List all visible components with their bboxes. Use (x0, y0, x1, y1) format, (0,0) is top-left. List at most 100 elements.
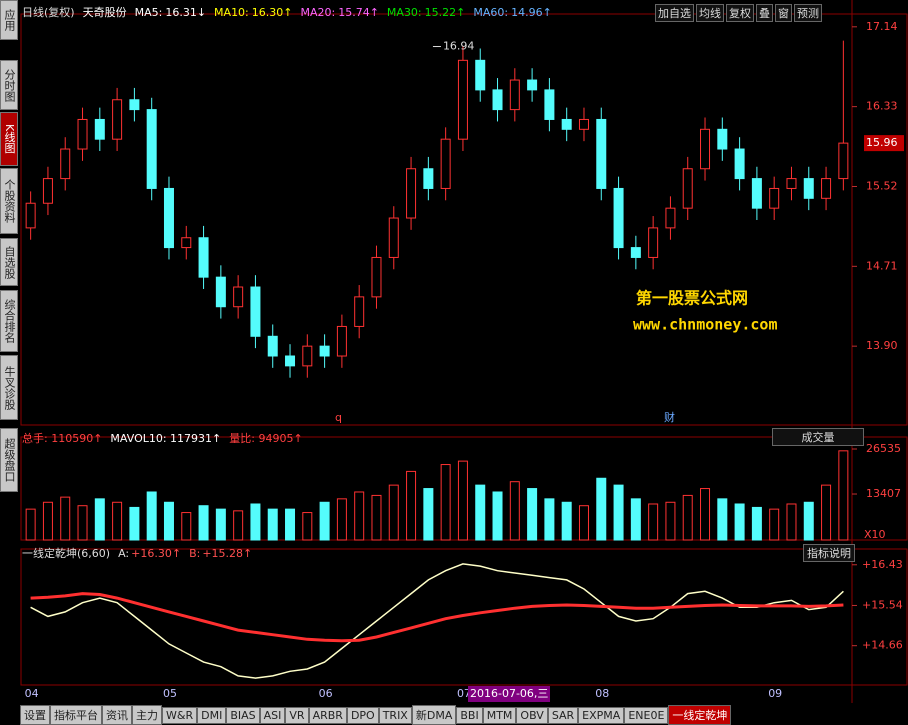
sidebar-tab[interactable]: 自选股 (0, 238, 18, 286)
ma-legend: MA5: 16.31↓ (135, 6, 206, 19)
toolbar-button[interactable]: 复权 (726, 4, 754, 22)
bottom-tab[interactable]: DPO (346, 706, 379, 724)
bottom-tab[interactable]: BIAS (226, 706, 260, 724)
volume-bar (682, 494, 693, 541)
bottom-tab[interactable]: EXPMA (578, 706, 625, 724)
volume-bar (146, 491, 157, 541)
y-tick-label: 26535 (866, 442, 901, 455)
candle-body (457, 59, 468, 140)
sidebar-tab[interactable]: 牛叉诊股 (0, 355, 18, 420)
volume-bar (751, 506, 762, 541)
candle-body (146, 109, 157, 189)
bottom-tab[interactable]: 新DMA (411, 705, 457, 725)
event-marker: q (335, 411, 342, 424)
y-tick-label: +16.43 (862, 558, 903, 571)
volume-bar (302, 512, 313, 541)
x-tick-label: 09 (768, 687, 782, 700)
volume-bar (60, 496, 71, 541)
candle-body (60, 148, 71, 180)
ma-label: MA30: (386, 5, 422, 19)
ma-value: 16.31↓ (165, 5, 207, 19)
event-marker: 财 (664, 410, 675, 424)
bottom-tab[interactable]: ARBR (308, 706, 347, 724)
high-label: 16.94 (443, 40, 475, 53)
candle-body (440, 138, 451, 189)
bottom-tab[interactable]: TRIX (378, 706, 412, 724)
candle-body (527, 79, 538, 91)
candle-body (94, 118, 105, 140)
indicator-help-button[interactable]: 指标说明 (803, 544, 855, 562)
indicator-line (30, 563, 844, 679)
bottom-tab[interactable]: 资讯 (102, 705, 132, 725)
bottom-tab[interactable]: 一线定乾坤 (668, 705, 732, 725)
candle-body (354, 296, 365, 327)
candle-body (700, 128, 711, 170)
ma-value: 14.96↑ (511, 5, 552, 19)
toolbar-button[interactable]: 叠 (756, 4, 773, 22)
indicator-header: 一线定乾坤(6,60) A: +16.30↑ B: +15.28↑ (22, 545, 252, 561)
candle-body (578, 118, 589, 130)
volume-bar (285, 508, 296, 541)
toolbar-button[interactable]: 预测 (794, 4, 822, 22)
volume-selector[interactable]: 成交量 (772, 428, 864, 446)
y-tick-label: +15.54 (862, 598, 903, 611)
candle-body (751, 178, 762, 209)
candle-body (544, 89, 555, 120)
bottom-tab[interactable]: ASI (259, 706, 286, 724)
toolbar-button[interactable]: 加自选 (655, 4, 694, 22)
sidebar-tab[interactable]: K线图 (0, 112, 18, 166)
bottom-tab[interactable]: SAR (547, 706, 579, 724)
ma-label: MA60: (473, 5, 509, 19)
volume-bar (215, 508, 226, 541)
x-tick-label: 07 (457, 687, 471, 700)
bottom-tab[interactable]: W&R (162, 706, 198, 724)
unit-label: X10 (864, 528, 886, 541)
volume-bar (700, 488, 711, 541)
bottom-tab[interactable]: 设置 (20, 705, 50, 725)
bottom-tab[interactable]: VR (285, 706, 309, 724)
bottom-tab[interactable]: ENE0E (624, 706, 669, 724)
legend-value: +16.30↑ (131, 546, 182, 560)
volume-bar (821, 484, 832, 541)
sidebar-tab[interactable]: 应用 (0, 0, 18, 40)
candle-body (302, 345, 313, 367)
candle-body (838, 142, 849, 180)
ma-value: 16.30↑ (251, 5, 293, 19)
candle-body (42, 178, 53, 204)
panel-frame (20, 13, 908, 426)
x-tick-label: 08 (595, 687, 609, 700)
toolbar-button[interactable]: 均线 (696, 4, 724, 22)
candle-body (630, 247, 641, 258)
volume-bar (578, 505, 589, 541)
sidebar-tab[interactable]: 分时图 (0, 60, 18, 110)
sidebar-tab[interactable]: 个股资料 (0, 168, 18, 234)
bottom-tab[interactable]: 指标平台 (50, 705, 102, 725)
volume-bar (112, 501, 123, 541)
volume-bar (630, 498, 641, 541)
watermark: 第一股票公式网 (636, 289, 748, 308)
candle-body (492, 89, 503, 111)
sidebar-tab[interactable]: 综合排名 (0, 290, 18, 352)
volume-bar (25, 508, 36, 541)
tab-bar: 设置 指标平台 资讯 主力 W&R DMI BIAS ASI VR ARBR DPO TRIX 新DMA… (20, 705, 732, 725)
candle-body (769, 187, 780, 209)
toolbar-button[interactable]: 窗 (775, 4, 792, 22)
y-tick-label: 13407 (866, 487, 901, 500)
candle-body (734, 148, 745, 180)
candle-body (336, 325, 347, 357)
bottom-tab[interactable]: MTM (482, 706, 517, 724)
bottom-tab[interactable]: BBI (456, 706, 483, 724)
y-tick-label: 17.14 (866, 20, 898, 33)
y-tick-label: +14.66 (862, 639, 903, 652)
volume-bar (838, 450, 849, 541)
volume-bar (527, 488, 538, 541)
candle-body (319, 345, 330, 357)
bottom-tab[interactable]: DMI (197, 706, 227, 724)
volume-bar (648, 503, 659, 541)
bottom-tab[interactable]: 主力 (132, 705, 162, 725)
sidebar-tab[interactable]: 超级盘口 (0, 428, 18, 492)
bottom-tab[interactable]: OBV (516, 706, 548, 724)
candle-body (371, 256, 382, 298)
